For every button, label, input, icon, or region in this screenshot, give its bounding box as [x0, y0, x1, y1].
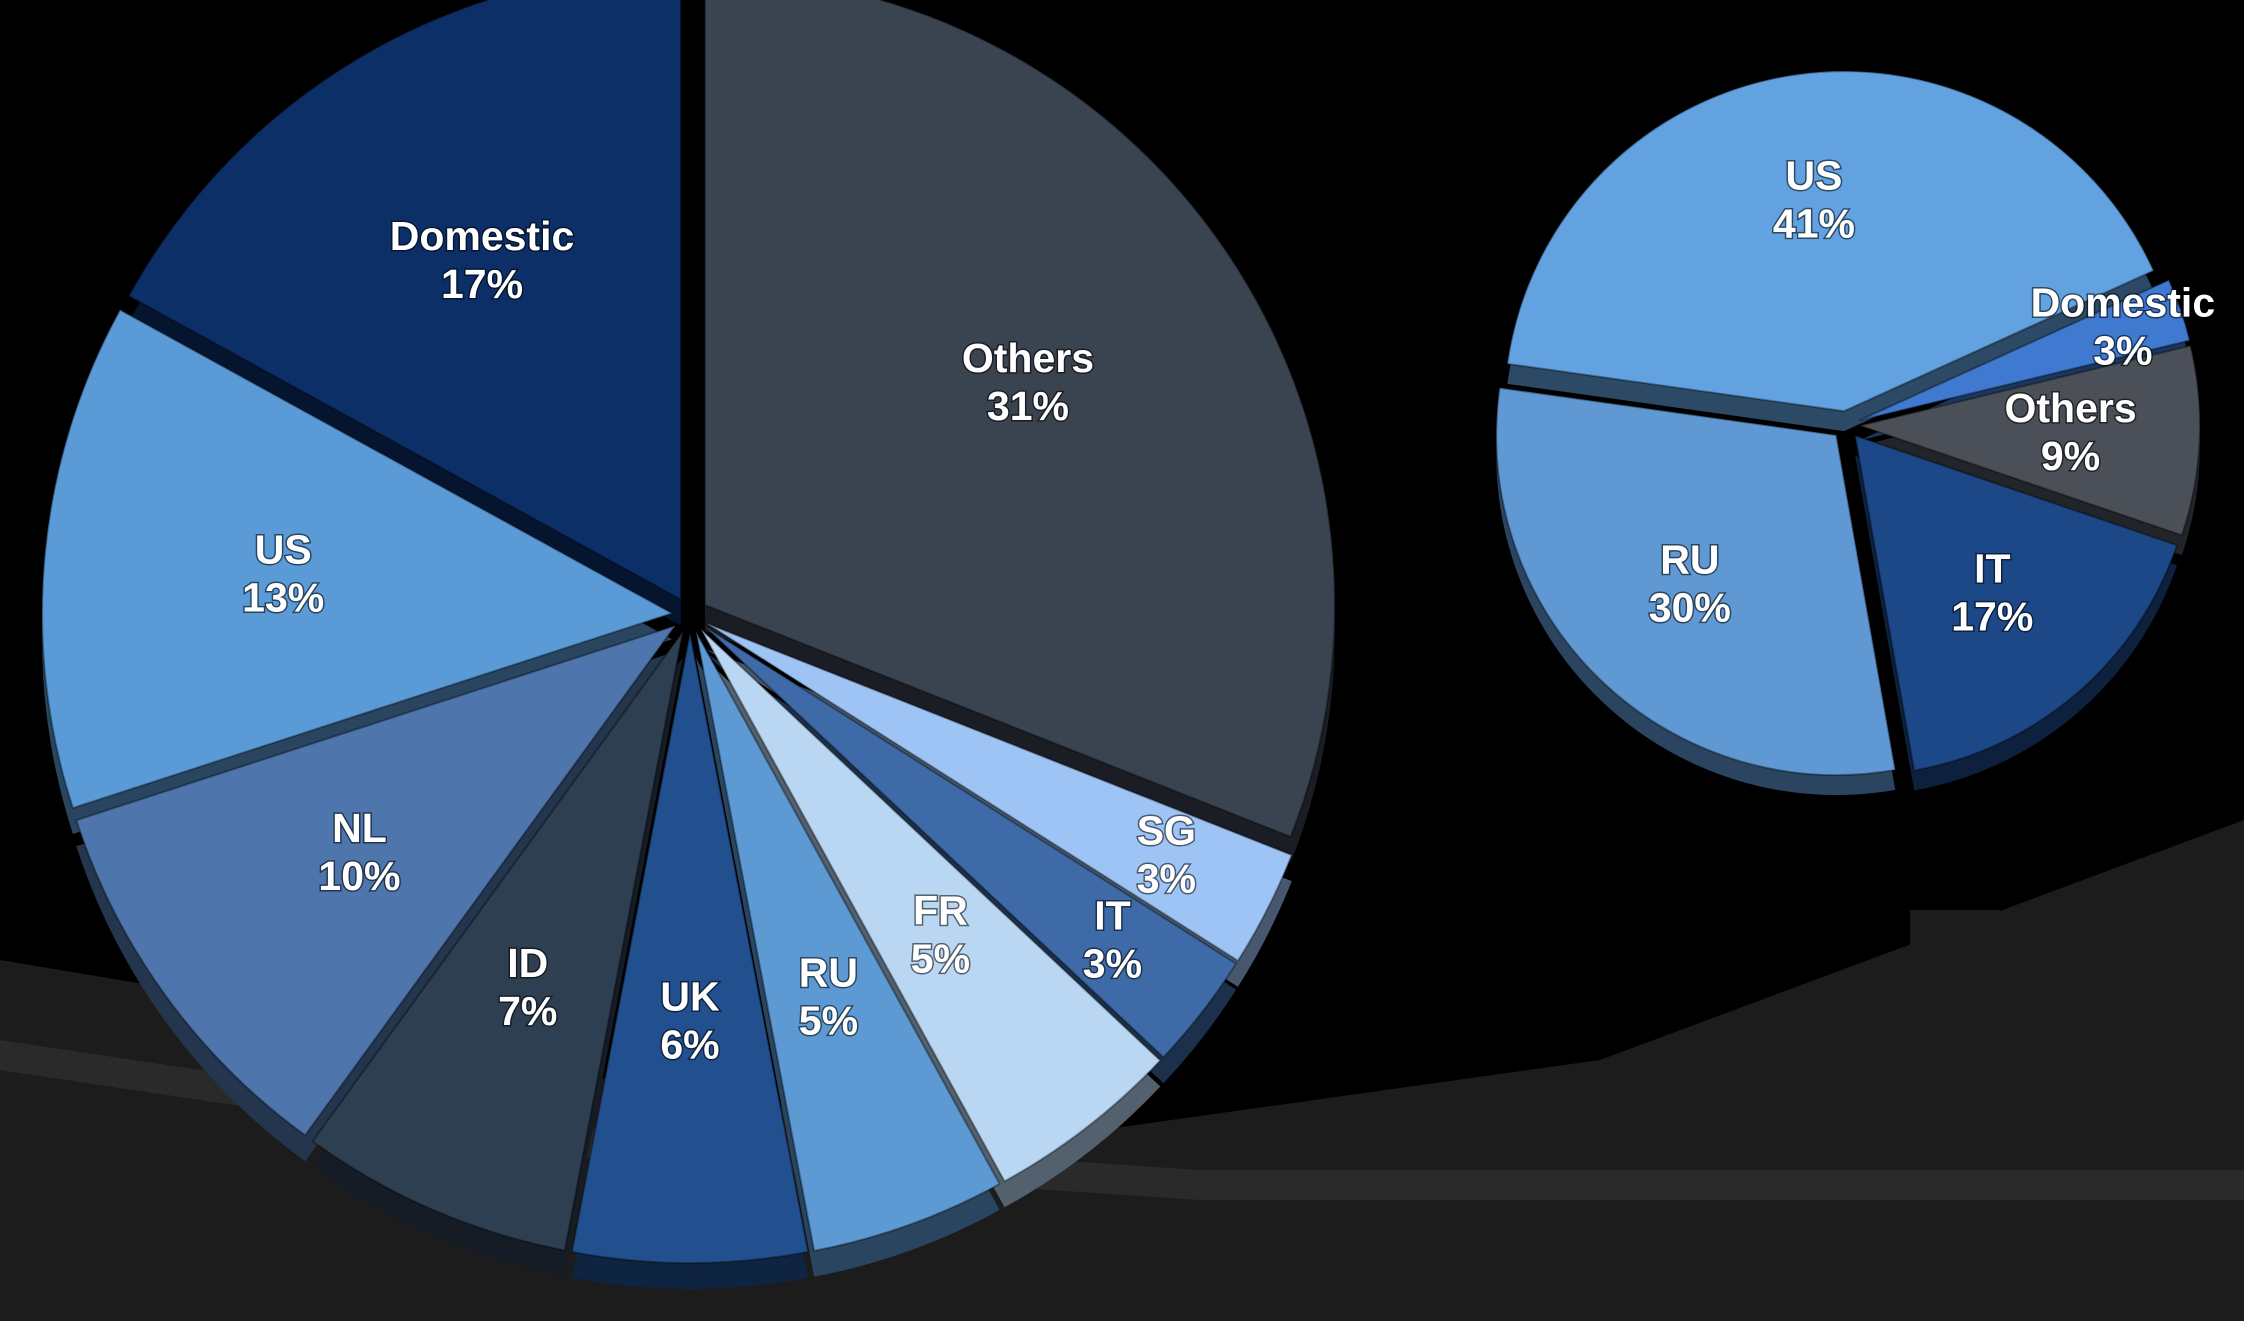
slice-label: UK [660, 973, 720, 1019]
slice-value-label: 5% [911, 936, 970, 982]
slice [695, 631, 1001, 1252]
slice-value-label: 13% [242, 574, 324, 620]
slice [1856, 344, 2201, 537]
slice-value-label: 30% [1649, 585, 1731, 631]
slice-label: SG [1137, 808, 1196, 854]
slice [700, 628, 1162, 1183]
slice [75, 623, 679, 1137]
slice-value-label: 3% [1083, 940, 1142, 986]
slice [703, 625, 1238, 1059]
slice-label: RU [799, 949, 858, 995]
slice-label: US [1785, 152, 1842, 198]
slice-value-label: 7% [498, 988, 557, 1034]
slice [1858, 278, 2191, 422]
slice-value-label: 17% [1951, 594, 2033, 640]
slice [1853, 434, 2179, 772]
slice-label: ID [507, 940, 548, 986]
slice [1506, 70, 2155, 413]
slice-label: FR [913, 888, 968, 934]
slice-value-label: 9% [2041, 433, 2100, 479]
slice-value-label: 17% [441, 261, 523, 307]
slice-value-label: 3% [1137, 856, 1196, 902]
slice-value-label: 10% [318, 853, 400, 899]
slice-label: NL [332, 805, 387, 851]
slice-value-label: 31% [987, 383, 1069, 429]
slice-label: US [255, 526, 312, 572]
slice-value-label: 6% [660, 1021, 719, 1067]
slice [570, 632, 810, 1264]
slice [703, 0, 1336, 839]
slice-value-label: 3% [2093, 328, 2152, 374]
slice-label: Others [962, 335, 1094, 381]
slice [311, 630, 684, 1252]
slice-label: Others [2004, 385, 2136, 431]
pies: Others31%SG3%IT3%FR5%RU5%UK6%ID7%NL10%US… [41, 0, 2217, 1289]
slice-value-label: 5% [799, 997, 858, 1043]
slice [127, 0, 682, 602]
slice-label: Domestic [390, 213, 575, 259]
slice-label: IT [1974, 546, 2010, 592]
pie: Others31%SG3%IT3%FR5%RU5%UK6%ID7%NL10%US… [41, 0, 1336, 1289]
slice-label: Domestic [2031, 280, 2216, 326]
slice [41, 308, 675, 810]
slice-label: IT [1094, 892, 1130, 938]
slice-value-label: 41% [1773, 200, 1855, 246]
slice [705, 622, 1294, 963]
slice-label: RU [1660, 537, 1719, 583]
slice [1495, 386, 1897, 777]
